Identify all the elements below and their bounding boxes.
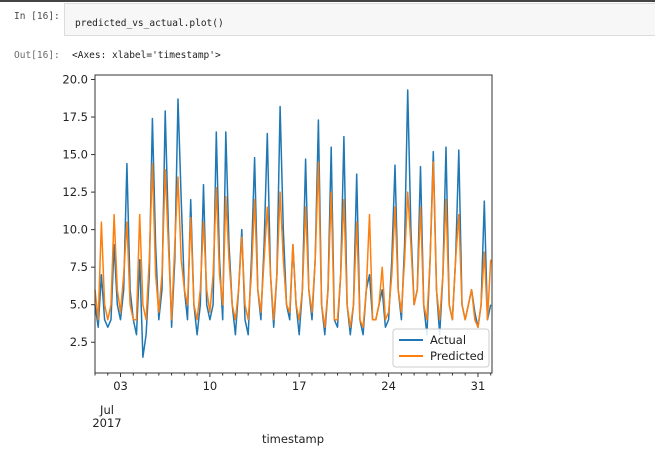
code-cell-input[interactable]: predicted_vs_actual.plot() (64, 3, 655, 36)
y-tick-label: 10.0 (62, 223, 88, 237)
y-tick-label: 12.5 (62, 185, 88, 199)
legend-predicted-label: Predicted (430, 349, 484, 363)
plot-frame (94, 74, 493, 374)
x-axis-label: timestamp (262, 432, 324, 446)
x-tick-label: 10 (203, 379, 218, 393)
y-tick-label: 7.5 (70, 260, 88, 274)
x-tick-label: 03 (113, 379, 128, 393)
x-tick-label: 31 (471, 379, 486, 393)
x-tick-label: 17 (292, 379, 307, 393)
cell-top-border (0, 0, 655, 2)
output-prompt: Out[16]: (14, 50, 60, 61)
y-tick-label: 15.0 (62, 148, 88, 162)
series-line-predicted (94, 161, 492, 328)
legend-actual-label: Actual (430, 333, 466, 347)
legend: Actual Predicted (392, 328, 490, 368)
x-month-label: Jul (99, 403, 114, 417)
y-tick-label: 20.0 (62, 73, 88, 87)
y-tick-label: 5.0 (70, 298, 88, 312)
legend-box (392, 328, 490, 368)
x-year-label: 2017 (92, 416, 121, 430)
x-tick-label: 24 (381, 379, 396, 393)
x-axis: 03 10 17 24 31 (94, 373, 492, 393)
code-text: predicted_vs_actual.plot() (75, 18, 224, 29)
y-axis: 2.5 5.0 7.5 10.0 12.5 15.0 17.5 20.0 (62, 73, 95, 349)
y-tick-label: 2.5 (70, 335, 88, 349)
input-prompt: In [16]: (14, 11, 60, 22)
y-tick-label: 17.5 (62, 110, 88, 124)
output-text: <Axes: xlabel='timestamp'> (72, 50, 221, 61)
series-layer (94, 89, 492, 358)
